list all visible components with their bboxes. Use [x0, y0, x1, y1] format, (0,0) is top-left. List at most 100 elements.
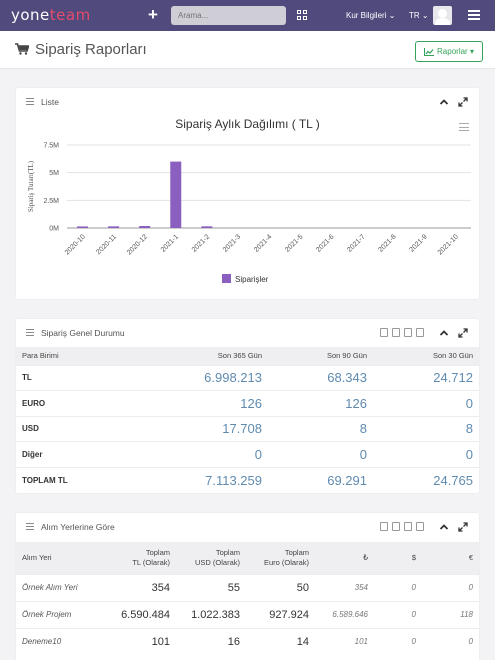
row-label: TL: [16, 364, 156, 391]
pdf-icon[interactable]: [404, 522, 412, 531]
collapse-icon[interactable]: [439, 97, 449, 107]
menu-icon[interactable]: [468, 10, 480, 20]
print-icon[interactable]: [416, 522, 424, 531]
list-panel-title: Liste: [41, 97, 59, 107]
language-dropdown[interactable]: TR ⌄: [409, 11, 429, 20]
collapse-icon[interactable]: [439, 328, 449, 338]
x-tick-label: 2021-5: [284, 233, 304, 253]
general-status-panel: Sipariş Genel Durumu Para Birimi Son 365…: [16, 319, 479, 493]
copy-icon[interactable]: [380, 522, 388, 531]
currency-info-dropdown[interactable]: Kur Bilgileri ⌄: [346, 11, 396, 20]
page-title: Sipariş Raporları: [35, 41, 147, 58]
amount-usd: 0: [374, 627, 422, 655]
value-365: 126: [156, 390, 268, 416]
add-icon[interactable]: +: [148, 5, 158, 24]
places-panel-header: Alım Yerlerine Göre: [16, 513, 479, 539]
chart-title: Sipariş Aylık Dağılımı ( TL ): [175, 117, 320, 131]
bar: [170, 161, 182, 228]
purchase-places-table: Alım Yeri Toplam TL (Olarak) Toplam USD (O…: [16, 542, 479, 655]
total-eur: 50: [246, 573, 315, 601]
total-tl: 101: [101, 627, 176, 655]
amount-usd: 0: [374, 600, 422, 628]
x-tick-label: 2021-2: [191, 233, 211, 253]
bar-chart: 0M 2.5M 5M 7.5M Sipariş Tutarı(TL) 2020-10 202…: [27, 143, 471, 284]
excel-icon[interactable]: [392, 522, 400, 531]
value-90: 126: [268, 390, 373, 416]
x-tick-label: 2021-7: [346, 233, 366, 253]
top-navbar: yoneteam + Kur Bilgileri ⌄ TR ⌄: [0, 0, 495, 31]
list-icon: [26, 329, 34, 336]
amount-eur: 0: [422, 627, 479, 655]
col-90: Son 90 Gün: [268, 347, 373, 365]
x-tick-label: 2021-8: [377, 233, 397, 253]
total-usd: 55: [176, 573, 246, 601]
y-tick-label: 0M: [49, 226, 59, 233]
expand-icon[interactable]: [458, 522, 468, 532]
x-tick-label: 2021-6: [315, 233, 335, 253]
cart-icon: [15, 43, 29, 55]
value-90: 0: [268, 441, 373, 467]
total-tl: 354: [101, 573, 176, 601]
page-header: Sipariş Raporları Raporlar ▾: [0, 31, 495, 69]
excel-icon[interactable]: [392, 328, 400, 337]
export-tools: [380, 522, 424, 531]
col-usd: $: [374, 542, 422, 574]
row-label: Diğer: [16, 441, 156, 467]
total-usd: 16: [176, 627, 246, 655]
col-30: Son 30 Gün: [373, 347, 479, 365]
amount-try: 6.589.646: [315, 600, 374, 628]
export-tools: [380, 328, 424, 337]
y-tick-label: 2.5M: [43, 198, 59, 205]
general-panel-header: Sipariş Genel Durumu: [16, 319, 479, 345]
chart-menu-icon[interactable]: [459, 123, 469, 131]
bar: [201, 226, 213, 228]
y-tick-label: 5M: [49, 170, 59, 177]
legend-label: Siparişler: [235, 275, 269, 284]
x-tick-label: 2021-9: [408, 233, 428, 253]
col-total-tl: Toplam TL (Olarak): [101, 542, 176, 574]
x-tick-label: 2021-4: [253, 233, 273, 253]
value-30: 24.765: [373, 466, 479, 493]
y-axis-label: Sipariş Tutarı(TL): [27, 160, 35, 212]
app-logo[interactable]: yoneteam: [11, 6, 91, 24]
x-tick-label: 2020-10: [64, 233, 87, 256]
table-row: Örnek Projem 6.590.484 1.022.383 927.924…: [16, 600, 479, 628]
total-tl: 6.590.484: [101, 600, 176, 628]
x-tick-label: 2020-12: [126, 233, 149, 256]
user-avatar[interactable]: [433, 6, 452, 25]
x-tick-label: 2020-11: [95, 233, 118, 256]
bar: [77, 226, 89, 228]
amount-usd: 0: [374, 573, 422, 601]
total-eur: 14: [246, 627, 315, 655]
x-tick-label: 2021-10: [437, 233, 460, 256]
table-row: TOPLAM TL 7.113.259 69.291 24.765: [16, 466, 479, 493]
expand-icon[interactable]: [458, 328, 468, 338]
place-name: Örnek Projem: [16, 600, 101, 628]
purchase-places-panel: Alım Yerlerine Göre Alım Yeri Toplam TL (…: [16, 513, 479, 660]
value-30: 0: [373, 390, 479, 416]
search-input[interactable]: [171, 6, 286, 25]
places-panel-title: Alım Yerlerine Göre: [41, 522, 115, 532]
amount-eur: 118: [422, 600, 479, 628]
print-icon[interactable]: [416, 328, 424, 337]
value-30: 8: [373, 415, 479, 442]
value-90: 68.343: [268, 364, 373, 391]
table-row: Diğer 0 0 0: [16, 441, 479, 467]
reports-button[interactable]: Raporlar ▾: [415, 41, 483, 62]
expand-icon[interactable]: [458, 97, 468, 107]
table-row: Örnek Alım Yeri 354 55 50 354 0 0: [16, 573, 479, 601]
bar: [139, 226, 151, 228]
pdf-icon[interactable]: [404, 328, 412, 337]
list-icon: [26, 98, 34, 105]
collapse-icon[interactable]: [439, 522, 449, 532]
col-place: Alım Yeri: [16, 542, 101, 574]
value-30: 24.712: [373, 364, 479, 391]
y-tick-label: 7.5M: [43, 143, 59, 150]
apps-grid-icon[interactable]: [297, 10, 307, 20]
place-name: Örnek Alım Yeri: [16, 573, 101, 601]
value-365: 6.998.213: [156, 364, 268, 391]
copy-icon[interactable]: [380, 328, 388, 337]
amount-try: 101: [315, 627, 374, 655]
value-365: 7.113.259: [156, 466, 268, 493]
bar: [108, 226, 120, 228]
